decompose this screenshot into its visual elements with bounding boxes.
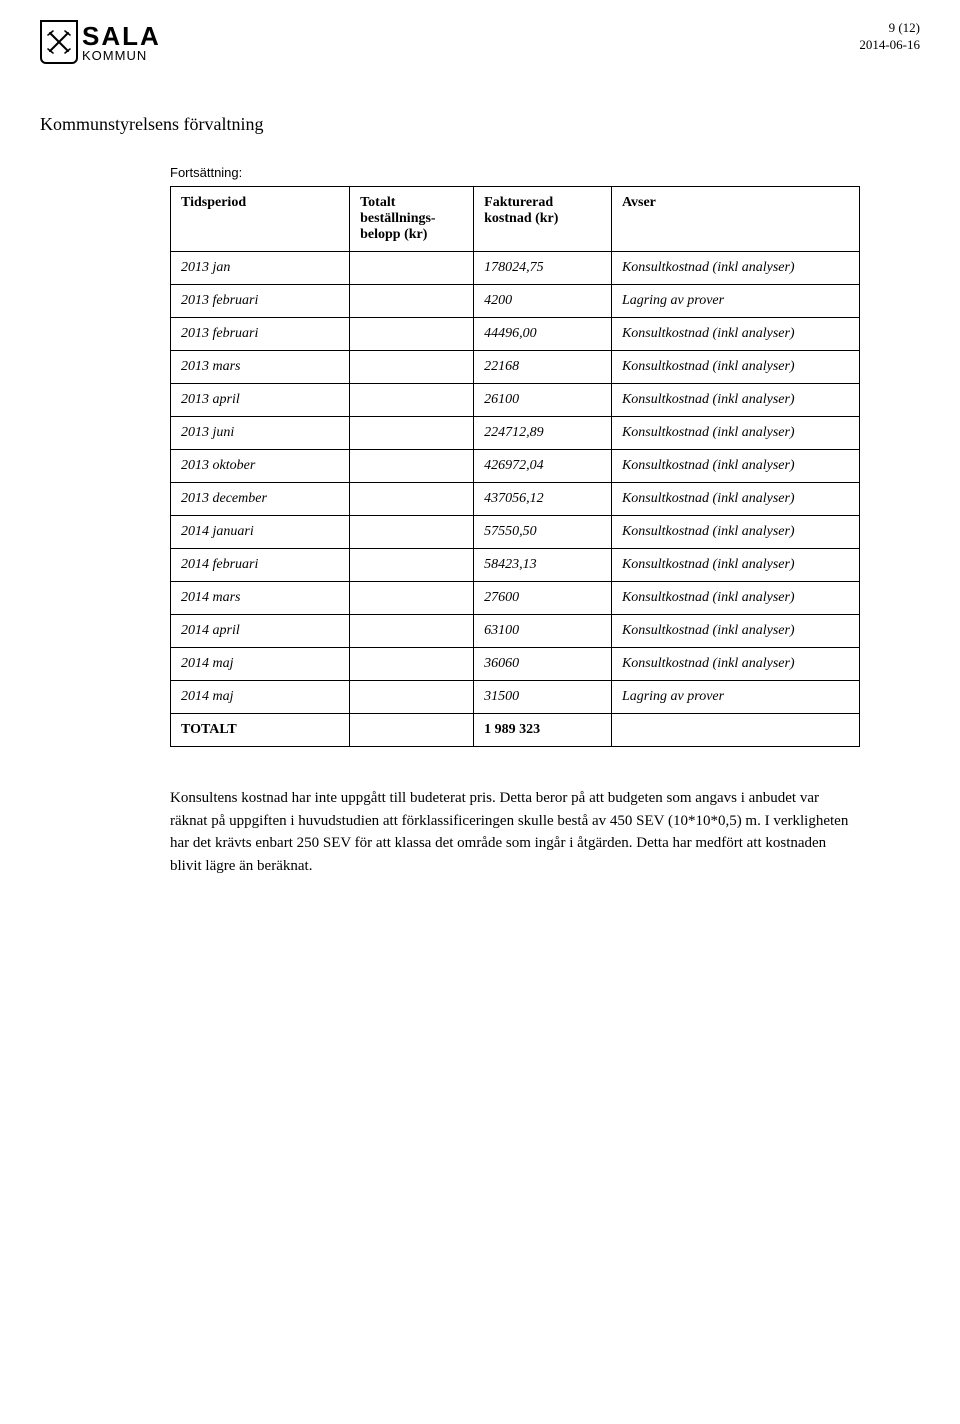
table-cell: Konsultkostnad (inkl analyser) [611, 615, 859, 648]
table-body: 2013 jan178024,75Konsultkostnad (inkl an… [171, 252, 860, 747]
table-cell: Konsultkostnad (inkl analyser) [611, 582, 859, 615]
table-cell [350, 483, 474, 516]
table-cell: Konsultkostnad (inkl analyser) [611, 351, 859, 384]
page-date: 2014-06-16 [859, 37, 920, 54]
table-cell: Lagring av prover [611, 285, 859, 318]
table-row: 2014 maj 36060Konsultkostnad (inkl analys… [171, 648, 860, 681]
table-row: 2013 juni 224712,89Konsultkostnad (inkl a… [171, 417, 860, 450]
table-row: 2014 maj 31500Lagring av prover [171, 681, 860, 714]
table-cell: 2014 april [171, 615, 350, 648]
table-cell: 22168 [474, 351, 612, 384]
table-cell [350, 549, 474, 582]
content-body: Fortsättning: Tidsperiod Totalt beställn… [170, 165, 860, 877]
continuation-label: Fortsättning: [170, 165, 860, 180]
table-cell: 36060 [474, 648, 612, 681]
table-cell: 4200 [474, 285, 612, 318]
table-cell: Konsultkostnad (inkl analyser) [611, 648, 859, 681]
table-cell: 2014 januari [171, 516, 350, 549]
table-cell [350, 351, 474, 384]
table-cell: 2014 maj [171, 648, 350, 681]
table-cell [611, 714, 859, 747]
header-right: 9 (12) 2014-06-16 [859, 20, 920, 54]
table-cell: Konsultkostnad (inkl analyser) [611, 417, 859, 450]
table-cell: Konsultkostnad (inkl analyser) [611, 483, 859, 516]
table-cell [350, 615, 474, 648]
table-cell: 44496,00 [474, 318, 612, 351]
page-header: SALA KOMMUN 9 (12) 2014-06-16 [40, 20, 920, 64]
org-block: SALA KOMMUN [82, 23, 161, 62]
table-cell: 2013 jan [171, 252, 350, 285]
org-sub: KOMMUN [82, 49, 161, 62]
table-cell [350, 252, 474, 285]
col-fakturerad: Fakturerad kostnad (kr) [474, 187, 612, 252]
table-cell: Konsultkostnad (inkl analyser) [611, 549, 859, 582]
table-cell: 63100 [474, 615, 612, 648]
table-cell [350, 285, 474, 318]
table-cell: 2013 december [171, 483, 350, 516]
col-tidsperiod: Tidsperiod [171, 187, 350, 252]
table-row: 2014 mars 27600Konsultkostnad (inkl analy… [171, 582, 860, 615]
table-row: 2013 april 26100Konsultkostnad (inkl anal… [171, 384, 860, 417]
table-cell: Konsultkostnad (inkl analyser) [611, 318, 859, 351]
table-cell: Lagring av prover [611, 681, 859, 714]
table-cell [350, 384, 474, 417]
table-cell: 58423,13 [474, 549, 612, 582]
table-cell: 26100 [474, 384, 612, 417]
header-left: SALA KOMMUN [40, 20, 161, 64]
table-row: 2013 mars 22168Konsultkostnad (inkl analy… [171, 351, 860, 384]
table-cell: 2014 februari [171, 549, 350, 582]
table-row: TOTALT 1 989 323 [171, 714, 860, 747]
body-paragraph: Konsultens kostnad har inte uppgått till… [170, 787, 860, 877]
table-cell: 178024,75 [474, 252, 612, 285]
table-cell [350, 648, 474, 681]
table-cell: 2014 maj [171, 681, 350, 714]
table-row: 2013 februari 44496,00Konsultkostnad (ink… [171, 318, 860, 351]
table-cell: Konsultkostnad (inkl analyser) [611, 450, 859, 483]
table-cell [350, 582, 474, 615]
table-row: 2014 april 63100Konsultkostnad (inkl anal… [171, 615, 860, 648]
table-cell: 426972,04 [474, 450, 612, 483]
table-cell: Konsultkostnad (inkl analyser) [611, 516, 859, 549]
table-row: 2014 februari 58423,13Konsultkostnad (ink… [171, 549, 860, 582]
table-cell: 31500 [474, 681, 612, 714]
col-avser: Avser [611, 187, 859, 252]
table-cell: 2014 mars [171, 582, 350, 615]
table-cell [350, 516, 474, 549]
table-cell [350, 318, 474, 351]
table-cell: 2013 oktober [171, 450, 350, 483]
table-cell: 224712,89 [474, 417, 612, 450]
org-name: SALA [82, 23, 161, 49]
table-row: 2013 februari 4200Lagring av prover [171, 285, 860, 318]
table-row: 2013 jan 178024,75Konsultkostnad (inkl an… [171, 252, 860, 285]
table-cell: Konsultkostnad (inkl analyser) [611, 384, 859, 417]
table-cell: 57550,50 [474, 516, 612, 549]
table-cell: 2013 februari [171, 285, 350, 318]
page-number: 9 (12) [859, 20, 920, 37]
col-totalt: Totalt beställnings-belopp (kr) [350, 187, 474, 252]
table-cell: Konsultkostnad (inkl analyser) [611, 252, 859, 285]
table-cell: 2013 juni [171, 417, 350, 450]
table-cell: 1 989 323 [474, 714, 612, 747]
section-title: Kommunstyrelsens förvaltning [40, 114, 920, 135]
table-cell [350, 681, 474, 714]
table-row: 2013 december 437056,12Konsultkostnad (in… [171, 483, 860, 516]
table-cell [350, 450, 474, 483]
cost-table: Tidsperiod Totalt beställnings-belopp (k… [170, 186, 860, 747]
table-cell [350, 714, 474, 747]
table-cell: 2013 april [171, 384, 350, 417]
table-cell: 437056,12 [474, 483, 612, 516]
table-cell: 2013 mars [171, 351, 350, 384]
table-cell: 2013 februari [171, 318, 350, 351]
table-row: 2014 januari 57550,50Konsultkostnad (inkl… [171, 516, 860, 549]
table-cell: TOTALT [171, 714, 350, 747]
municipality-logo-icon [40, 20, 78, 64]
table-header-row: Tidsperiod Totalt beställnings-belopp (k… [171, 187, 860, 252]
table-cell: 27600 [474, 582, 612, 615]
table-cell [350, 417, 474, 450]
table-row: 2013 oktober 426972,04Konsultkostnad (ink… [171, 450, 860, 483]
